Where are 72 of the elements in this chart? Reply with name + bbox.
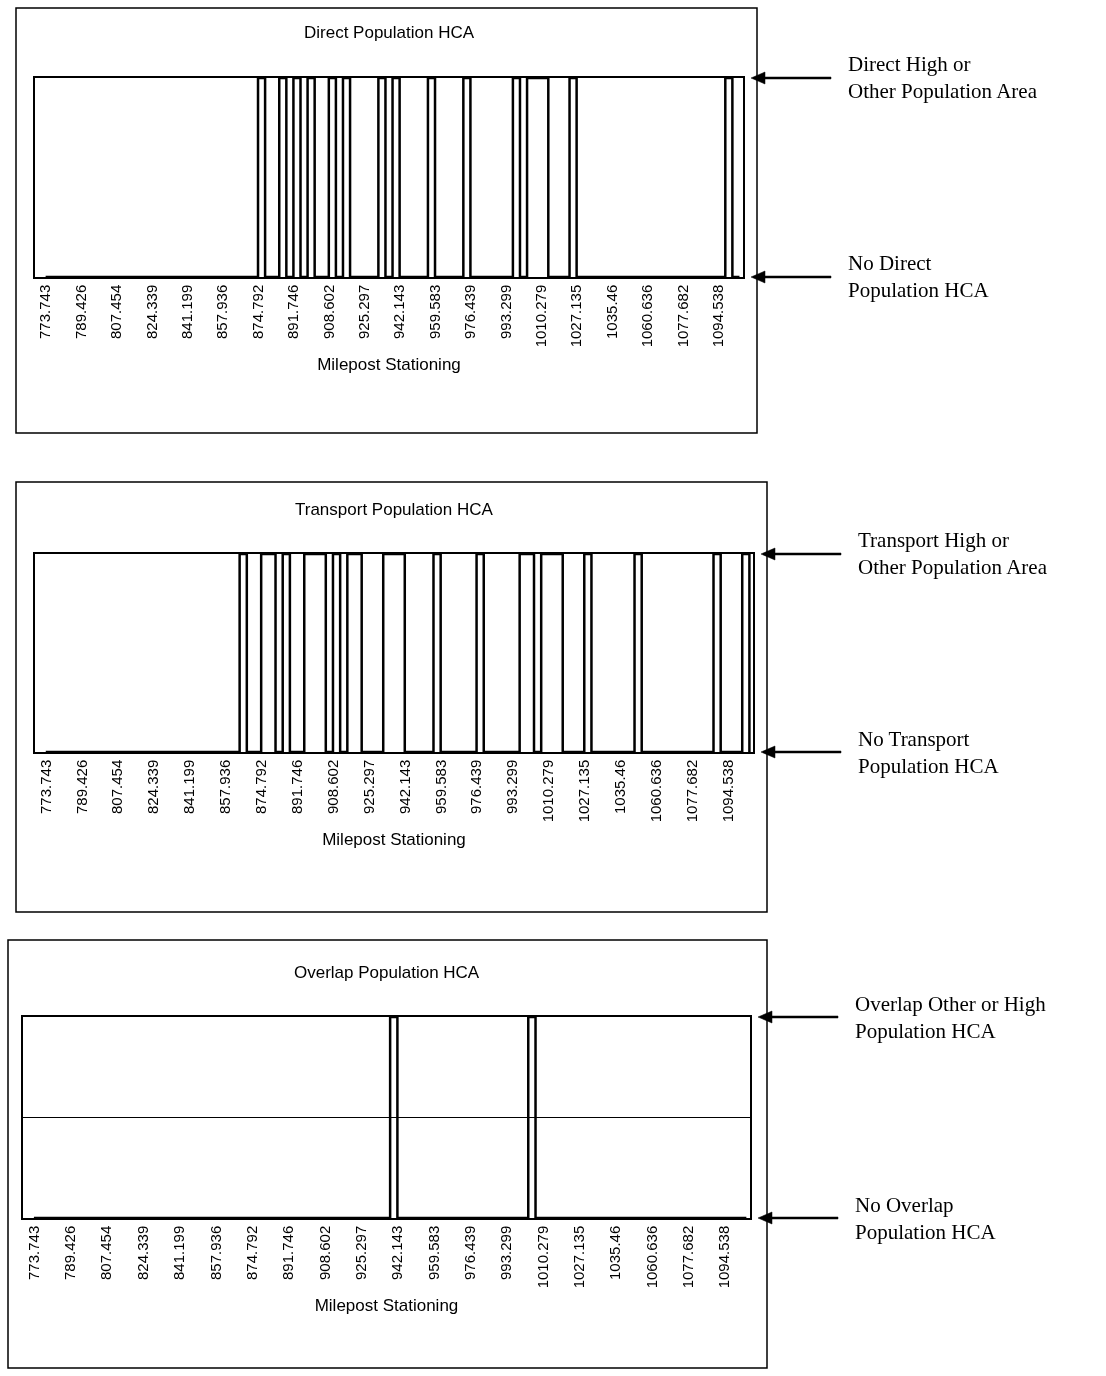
x-tick-label: 1035.46	[606, 1225, 624, 1280]
x-tick-label: 773.743	[36, 759, 54, 814]
chart-title: Overlap Population HCA	[294, 963, 480, 982]
x-tick-label: 1094.538	[709, 284, 727, 348]
chart-title: Direct Population HCA	[304, 23, 475, 42]
x-tick-label: 993.299	[503, 759, 521, 814]
x-tick-label: 874.792	[242, 1225, 260, 1280]
x-tick-label: 1027.135	[570, 1225, 588, 1289]
x-tick-label: 976.439	[461, 284, 479, 339]
x-tick-label: 959.583	[424, 1225, 442, 1280]
x-tick-label: 976.439	[467, 759, 485, 814]
x-tick-label: 807.454	[97, 1225, 115, 1280]
x-tick-label: 789.426	[71, 284, 89, 339]
text: No Overlap Population HCA	[855, 1193, 997, 1245]
x-tick-label: 908.602	[319, 284, 337, 339]
x-tick-label: 1060.636	[646, 759, 664, 823]
text: Overlap Other or High Population HCA	[855, 992, 1047, 1044]
x-tick-label: 789.426	[72, 759, 90, 814]
x-tick-label: 874.792	[252, 759, 270, 814]
x-tick-label: 857.936	[213, 284, 231, 339]
x-tick-label: 908.602	[323, 759, 341, 814]
x-tick-label: 942.143	[390, 284, 408, 339]
text: No Transport Population HCA	[858, 727, 1000, 779]
x-tick-label: 1027.135	[567, 284, 585, 348]
x-tick-label: 959.583	[431, 759, 449, 814]
x-tick-label: 874.792	[248, 284, 266, 339]
x-tick-label: 891.746	[284, 284, 302, 339]
x-tick-label: 789.426	[61, 1225, 79, 1280]
x-tick-label: 857.936	[216, 759, 234, 814]
x-tick-label: 1094.538	[715, 1225, 733, 1289]
x-tick-label: 942.143	[395, 759, 413, 814]
x-tick-label: 773.743	[24, 1225, 42, 1280]
text: No Direct Population HCA	[848, 251, 990, 303]
x-tick-label: 824.339	[144, 759, 162, 814]
x-tick-label: 1060.636	[642, 1225, 660, 1289]
x-tick-label: 976.439	[460, 1225, 478, 1280]
x-tick-label: 807.454	[107, 284, 125, 339]
x-axis-title: Milepost Stationing	[317, 355, 461, 375]
x-axis-title: Milepost Stationing	[322, 830, 466, 850]
text: Direct High or Other Population Area	[848, 52, 1038, 104]
x-tick-label: 993.299	[496, 284, 514, 339]
x-tick-label: 1077.682	[673, 284, 691, 348]
x-tick-label: 857.936	[206, 1225, 224, 1280]
x-tick-label: 1010.279	[532, 284, 550, 348]
x-tick-label: 841.199	[180, 759, 198, 814]
x-tick-label: 841.199	[178, 284, 196, 339]
x-tick-label: 959.583	[425, 284, 443, 339]
x-tick-label: 1027.135	[575, 759, 593, 823]
x-tick-label: 1094.538	[718, 759, 736, 823]
x-tick-label: 807.454	[108, 759, 126, 814]
x-tick-label: 993.299	[497, 1225, 515, 1280]
x-tick-label: 1035.46	[611, 759, 629, 814]
x-axis-title: Milepost Stationing	[314, 1296, 459, 1316]
x-tick-label: 773.743	[36, 284, 54, 339]
chart-title: Transport Population HCA	[295, 500, 494, 519]
text: Transport High or Other Population Area	[858, 528, 1048, 580]
x-tick-label: 942.143	[388, 1225, 406, 1280]
x-tick-label: 824.339	[133, 1225, 151, 1280]
x-tick-label: 1010.279	[533, 1225, 551, 1289]
x-tick-label: 891.746	[279, 1225, 297, 1280]
x-tick-label: 1077.682	[682, 759, 700, 823]
x-tick-label: 925.297	[351, 1225, 369, 1280]
x-tick-label: 1035.46	[602, 284, 620, 339]
x-tick-label: 908.602	[315, 1225, 333, 1280]
x-tick-label: 1077.682	[679, 1225, 697, 1289]
x-tick-label: 841.199	[170, 1225, 188, 1280]
x-tick-label: 891.746	[287, 759, 305, 814]
x-tick-label: 1010.279	[539, 759, 557, 823]
x-tick-label: 824.339	[142, 284, 160, 339]
x-tick-label: 925.297	[355, 284, 373, 339]
x-tick-label: 1060.636	[638, 284, 656, 348]
x-tick-label: 925.297	[359, 759, 377, 814]
